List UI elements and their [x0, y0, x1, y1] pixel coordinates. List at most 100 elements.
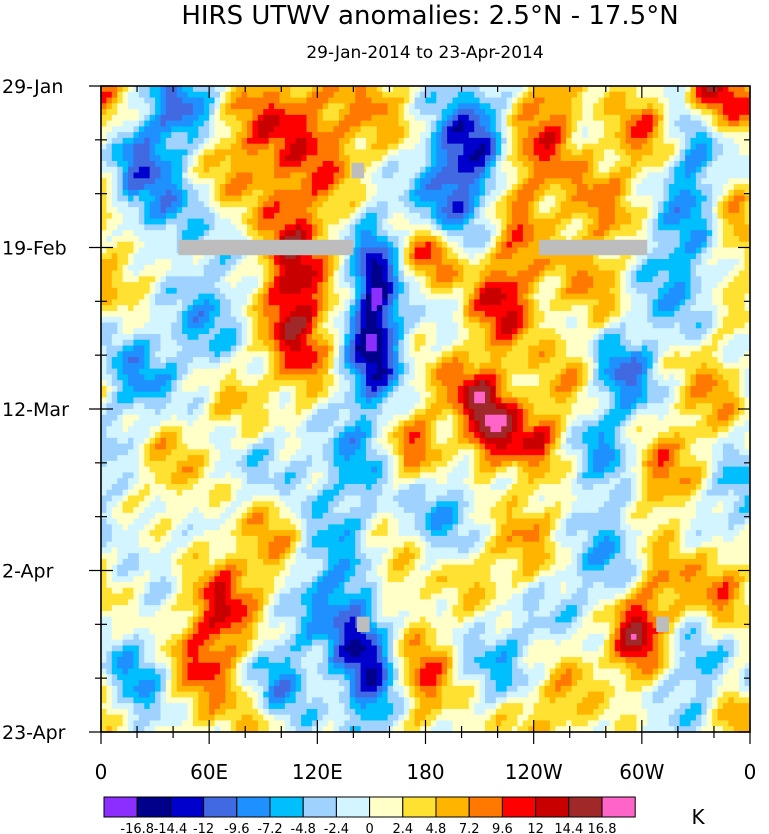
heat-cell: [101, 305, 107, 311]
heat-cell: [323, 213, 329, 219]
heat-cell: [415, 282, 421, 288]
heat-cell: [166, 201, 172, 207]
heat-cell: [485, 242, 491, 248]
heat-cell: [674, 259, 680, 265]
heat-cell: [242, 265, 248, 271]
heat-cell: [182, 190, 188, 196]
heat-cell: [658, 294, 664, 300]
heat-cell: [339, 196, 345, 202]
heat-cell: [123, 282, 129, 288]
heat-cell: [171, 201, 177, 207]
heat-cell: [653, 196, 659, 202]
heat-cell: [544, 178, 550, 184]
heat-cell: [599, 144, 605, 150]
heat-cell: [469, 322, 475, 328]
heat-cell: [398, 322, 404, 328]
heat-cell: [647, 253, 653, 259]
heat-cell: [204, 196, 210, 202]
heat-cell: [707, 184, 713, 190]
heat-cell: [225, 271, 231, 277]
heat-cell: [577, 109, 583, 115]
heat-cell: [382, 86, 388, 92]
heat-cell: [398, 103, 404, 109]
heat-cell: [334, 219, 340, 225]
heat-cell: [734, 311, 740, 317]
heat-cell: [307, 294, 313, 300]
heat-cell: [512, 230, 518, 236]
heat-cell: [133, 109, 139, 115]
heat-cell: [436, 311, 442, 317]
heat-cell: [490, 103, 496, 109]
heat-cell: [566, 219, 572, 225]
heat-cell: [528, 115, 534, 121]
heat-cell: [171, 271, 177, 277]
heat-cell: [555, 294, 561, 300]
heat-cell: [220, 224, 226, 230]
heat-cell: [463, 213, 469, 219]
heat-cell: [474, 224, 480, 230]
heat-cell: [290, 178, 296, 184]
heat-cell: [317, 230, 323, 236]
heat-cell: [215, 161, 221, 167]
heat-cell: [247, 178, 253, 184]
heat-cell: [496, 184, 502, 190]
heat-cell: [328, 317, 334, 323]
heat-cell: [485, 311, 491, 317]
heat-cell: [166, 282, 172, 288]
heat-cell: [263, 311, 269, 317]
heat-cell: [636, 103, 642, 109]
heat-cell: [496, 109, 502, 115]
heat-cell: [593, 288, 599, 294]
heat-cell: [528, 236, 534, 242]
heat-cell: [123, 178, 129, 184]
heat-cell: [236, 276, 242, 282]
heat-cell: [442, 149, 448, 155]
heat-cell: [355, 305, 361, 311]
heat-cell: [220, 121, 226, 127]
heat-cell: [296, 190, 302, 196]
heat-cell: [674, 144, 680, 150]
heat-cell: [344, 149, 350, 155]
heat-cell: [593, 178, 599, 184]
heat-cell: [317, 322, 323, 328]
heat-cell: [317, 305, 323, 311]
heat-cell: [274, 121, 280, 127]
heat-cell: [577, 207, 583, 213]
heat-cell: [647, 161, 653, 167]
heat-cell: [512, 282, 518, 288]
heat-cell: [371, 149, 377, 155]
heat-cell: [582, 288, 588, 294]
heat-cell: [236, 92, 242, 98]
heat-cell: [393, 86, 399, 92]
heat-cell: [523, 311, 529, 317]
heat-cell: [550, 138, 556, 144]
heat-cell: [463, 196, 469, 202]
heat-cell: [344, 196, 350, 202]
heat-cell: [101, 207, 107, 213]
heat-cell: [339, 98, 345, 104]
heat-cell: [588, 271, 594, 277]
heat-cell: [198, 190, 204, 196]
heat-cell: [301, 230, 307, 236]
heat-cell: [209, 132, 215, 138]
heat-cell: [296, 271, 302, 277]
heat-cell: [653, 92, 659, 98]
heat-cell: [112, 201, 118, 207]
heat-cell: [712, 98, 718, 104]
heat-cell: [609, 265, 615, 271]
heat-cell: [555, 201, 561, 207]
heat-cell: [182, 271, 188, 277]
heat-cell: [371, 207, 377, 213]
heat-cell: [393, 248, 399, 254]
heat-cell: [728, 207, 734, 213]
heat-cell: [734, 294, 740, 300]
heat-cell: [544, 138, 550, 144]
heat-cell: [431, 196, 437, 202]
heat-cell: [177, 230, 183, 236]
heat-cell: [458, 230, 464, 236]
heat-cell: [555, 213, 561, 219]
heat-cell: [534, 305, 540, 311]
heat-cell: [539, 305, 545, 311]
heat-cell: [274, 190, 280, 196]
heat-cell: [398, 184, 404, 190]
